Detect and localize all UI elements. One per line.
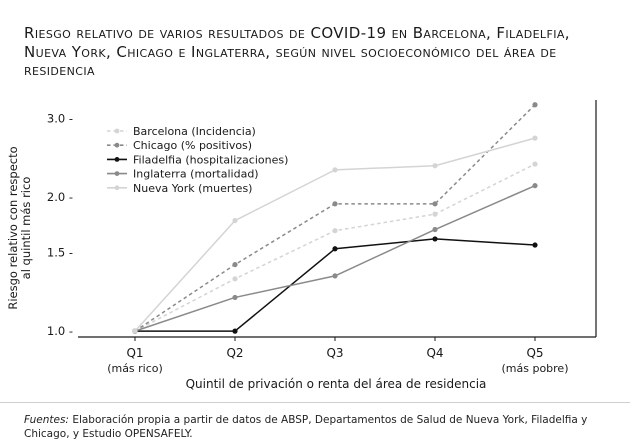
x-tick-label: Q4 <box>426 346 443 360</box>
data-point <box>432 201 438 207</box>
data-point <box>332 228 338 234</box>
data-point <box>232 294 238 301</box>
y-tick-label: 3.0 - <box>47 111 73 125</box>
data-point <box>232 261 238 268</box>
legend-label: Nueva York (muertes) <box>133 182 252 195</box>
legend-marker <box>114 142 120 148</box>
data-point <box>432 226 438 233</box>
x-tick-label: Q3 <box>326 346 343 360</box>
series-line <box>134 184 536 332</box>
legend-marker <box>114 185 120 191</box>
data-point <box>332 167 338 173</box>
data-point <box>232 328 238 334</box>
data-point <box>332 246 338 252</box>
y-axis-title-line: al quintil más rico <box>19 177 33 280</box>
chart-title: Riesgo relativo de varios resultados de … <box>24 24 570 79</box>
series-4 <box>132 135 538 334</box>
x-tick-sublabel: (más pobre) <box>501 362 568 375</box>
data-point <box>532 135 538 141</box>
y-tick-label: 1.5 - <box>47 246 73 260</box>
source-label: Fuentes: <box>24 414 69 426</box>
data-point <box>432 163 438 169</box>
data-point <box>532 242 538 248</box>
legend-label: Barcelona (Incidencia) <box>133 125 256 138</box>
footer-divider <box>0 402 630 403</box>
x-tick-label: Q1 <box>126 346 143 360</box>
legend-marker <box>114 128 120 134</box>
data-point <box>532 102 538 108</box>
y-tick-label: 2.0 - <box>47 190 73 204</box>
data-point <box>332 201 338 207</box>
data-point <box>132 328 138 334</box>
legend-label: Filadelfia (hospitalizaciones) <box>133 153 288 166</box>
y-axis-title-line: Riesgo relativo con respecto <box>6 146 20 309</box>
axes: 1.0 - 1.5 - 2.0 - 3.0 - Q1 (más rico) Q2 Q3 Q4 Q5… <box>6 100 597 391</box>
legend-marker <box>114 171 120 177</box>
legend-label: Chicago (% positivos) <box>133 139 252 152</box>
data-point <box>432 236 438 242</box>
x-tick-label: Q5 <box>526 346 543 360</box>
series-2 <box>132 236 538 334</box>
source-note: Fuentes: Elaboración propia a partir de … <box>24 413 624 441</box>
series-line <box>135 238 536 332</box>
x-tick-sublabel: (más rico) <box>107 362 163 375</box>
source-text: Elaboración propia a partir de datos de … <box>24 414 588 440</box>
data-point <box>532 183 538 189</box>
y-tick-label: 1.0 - <box>47 324 73 338</box>
x-axis-title: Quintil de privación o renta del área de… <box>186 377 487 391</box>
data-point <box>332 273 338 279</box>
data-point <box>532 161 538 167</box>
data-point <box>432 211 438 217</box>
data-point <box>232 276 238 282</box>
legend-marker <box>114 157 120 162</box>
y-axis-title: Riesgo relativo con respectoal quintil m… <box>6 146 33 309</box>
series-layer <box>132 102 538 334</box>
data-point <box>232 217 238 224</box>
legend: Barcelona (Incidencia)Chicago (% positiv… <box>107 125 288 195</box>
line-chart: 1.0 - 1.5 - 2.0 - 3.0 - Q1 (más rico) Q2 Q3 Q4 Q5… <box>6 100 597 391</box>
x-tick-label: Q2 <box>226 346 243 360</box>
legend-label: Inglaterra (mortalidad) <box>133 168 259 181</box>
